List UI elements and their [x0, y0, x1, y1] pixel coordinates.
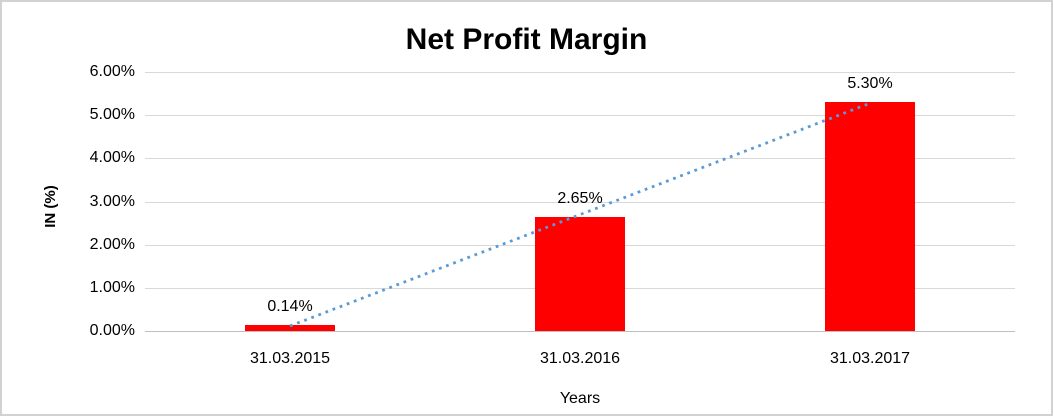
bar-value-label: 5.30% — [847, 75, 893, 92]
x-tick-label: 31.03.2015 — [249, 350, 331, 367]
bar — [245, 325, 335, 331]
y-tick-label: 5.00% — [89, 106, 135, 123]
chart-title: Net Profit Margin — [405, 23, 648, 56]
y-tick-label: 3.00% — [89, 193, 135, 210]
gridline — [145, 72, 1015, 73]
x-tick-label: 31.03.2017 — [829, 350, 911, 367]
x-axis-line — [145, 331, 1015, 332]
y-tick-label: 4.00% — [89, 149, 135, 166]
y-tick-label: 2.00% — [89, 236, 135, 253]
x-axis-title: Years — [559, 390, 601, 407]
bar-value-label: 2.65% — [557, 190, 603, 207]
bar — [825, 102, 915, 331]
x-tick-label: 31.03.2016 — [539, 350, 621, 367]
y-tick-label: 1.00% — [89, 279, 135, 296]
y-tick-label: 6.00% — [89, 63, 135, 80]
bar — [535, 217, 625, 331]
y-tick-label: 0.00% — [89, 322, 135, 339]
bar-value-label: 0.14% — [267, 298, 313, 315]
